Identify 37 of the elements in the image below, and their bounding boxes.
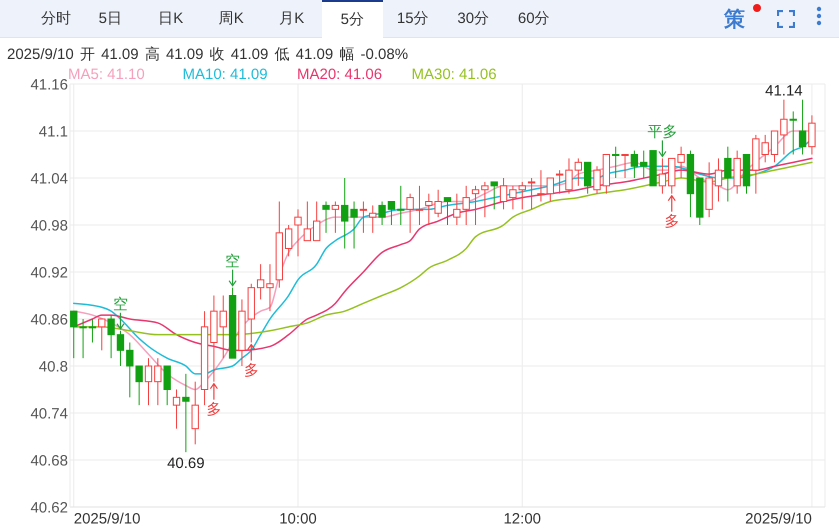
- text: MA20: 41.06: [297, 66, 384, 84]
- text: 日K: [158, 10, 184, 27]
- annotation: 空: [112, 296, 128, 313]
- annotation: 40.69: [167, 455, 205, 472]
- y-tick-label: 40.98: [30, 217, 68, 234]
- y-tick-label: 40.8: [38, 358, 68, 376]
- y-tick-label: 41.04: [30, 170, 68, 188]
- annotation: 多: [244, 362, 259, 379]
- x-tick-label: 2025/9/10: [745, 510, 812, 526]
- annotation: 多: [206, 400, 222, 418]
- text: 30分: [457, 10, 490, 27]
- annotation: 多: [664, 212, 680, 230]
- y-tick-label: 40.62: [30, 499, 68, 516]
- text: 月K: [279, 10, 304, 27]
- annotation: 41.14: [765, 82, 803, 100]
- y-tick-label: 40.86: [30, 311, 68, 328]
- text: MA10: 41.09: [182, 66, 269, 84]
- selected-tab: 5分: [322, 0, 382, 38]
- annotation: 平多: [647, 124, 678, 141]
- text: 5日: [98, 10, 122, 27]
- text: 策: [724, 8, 745, 32]
- text: 15分: [396, 10, 429, 27]
- text: MA30: 41.06: [412, 66, 498, 84]
- text: 2025/9/10 开 41.09 高 41.09 收 41.09 低 41.09 幅 -0.08%: [7, 46, 408, 64]
- y-tick-label: 41.1: [38, 123, 68, 140]
- y-tick-label: 40.74: [30, 405, 68, 422]
- y-tick-label: 40.92: [30, 264, 68, 282]
- text: 60分: [518, 10, 550, 27]
- x-tick-label: 10:00: [279, 510, 317, 526]
- x-tick-label: 2025/9/10: [74, 510, 140, 526]
- y-tick-label: 40.68: [30, 452, 68, 470]
- y-tick-label: 41.16: [30, 76, 68, 94]
- text: 分时: [41, 10, 71, 27]
- text: MA5: 41.10: [68, 66, 146, 84]
- x-tick-label: 12:00: [503, 510, 542, 526]
- annotation: 空: [225, 252, 240, 270]
- text: 周K: [218, 10, 244, 27]
